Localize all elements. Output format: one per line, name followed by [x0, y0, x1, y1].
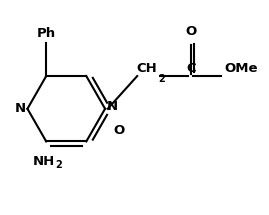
Text: 2: 2	[158, 74, 165, 84]
Text: N: N	[107, 100, 118, 113]
Text: OMe: OMe	[224, 62, 258, 75]
Text: NH: NH	[32, 155, 55, 168]
Text: 2: 2	[56, 160, 62, 170]
Text: CH: CH	[136, 62, 157, 75]
Text: O: O	[113, 124, 124, 137]
Text: O: O	[185, 25, 196, 38]
Text: Ph: Ph	[37, 27, 56, 40]
Text: N: N	[15, 102, 26, 115]
Text: C: C	[186, 62, 196, 75]
